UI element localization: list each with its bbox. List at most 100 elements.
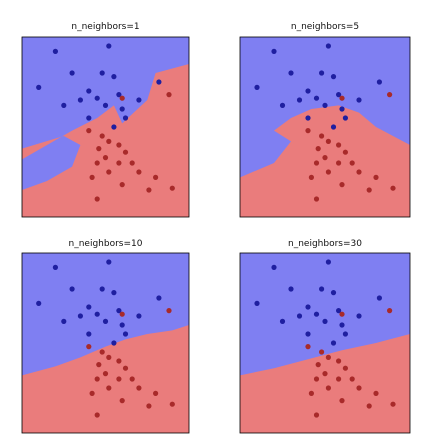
panel-4-region-b bbox=[240, 334, 410, 433]
data-point-class-b bbox=[96, 362, 102, 368]
data-point-class-b bbox=[342, 365, 348, 371]
data-point-class-a bbox=[305, 304, 311, 310]
data-point-class-b bbox=[325, 169, 331, 175]
panel-2-points bbox=[254, 43, 396, 202]
data-point-class-a bbox=[136, 97, 142, 103]
data-point-class-a bbox=[52, 264, 59, 270]
data-point-class-a bbox=[111, 290, 117, 296]
data-point-class-b bbox=[325, 385, 331, 391]
data-point-class-a bbox=[52, 48, 59, 55]
data-point-class-b bbox=[94, 412, 100, 418]
data-point-class-b bbox=[339, 398, 345, 404]
panel-1-points bbox=[36, 43, 175, 202]
data-point-class-b bbox=[356, 385, 362, 391]
data-point-class-b bbox=[373, 390, 379, 396]
data-point-class-a bbox=[330, 340, 337, 346]
data-point-class-b bbox=[94, 160, 100, 166]
data-point-class-a bbox=[111, 74, 117, 80]
panel-3-points bbox=[36, 259, 175, 418]
data-point-class-a bbox=[119, 106, 125, 112]
data-point-class-b bbox=[122, 149, 129, 155]
data-point-class-b bbox=[387, 308, 393, 314]
data-point-class-b bbox=[336, 376, 342, 382]
data-point-class-b bbox=[116, 142, 122, 148]
data-point-class-b bbox=[349, 376, 355, 382]
data-point-class-a bbox=[122, 331, 129, 337]
data-point-class-b bbox=[313, 412, 320, 418]
data-point-class-b bbox=[390, 401, 396, 407]
data-point-class-b bbox=[387, 92, 393, 98]
data-point-class-a bbox=[119, 322, 125, 328]
data-point-class-b bbox=[89, 174, 95, 180]
data-point-class-b bbox=[356, 169, 362, 175]
data-point-class-b bbox=[94, 196, 100, 202]
data-point-class-b bbox=[146, 187, 152, 193]
data-point-class-a bbox=[61, 102, 67, 108]
panel-4-title: n_neighbors=30 bbox=[288, 239, 362, 249]
data-point-class-b bbox=[129, 160, 135, 166]
data-point-class-b bbox=[119, 95, 125, 101]
data-point-class-b bbox=[119, 311, 125, 317]
data-point-class-b bbox=[153, 390, 159, 396]
data-point-class-b bbox=[325, 138, 331, 144]
data-point-class-a bbox=[342, 331, 348, 337]
data-point-class-b bbox=[313, 376, 320, 382]
data-point-class-b bbox=[106, 354, 112, 360]
data-point-class-b bbox=[313, 196, 320, 202]
data-point-class-b bbox=[305, 344, 311, 350]
data-point-class-a bbox=[342, 115, 348, 121]
data-point-class-a bbox=[69, 70, 75, 76]
data-point-class-b bbox=[136, 169, 142, 175]
data-point-class-a bbox=[322, 102, 328, 108]
data-point-class-b bbox=[122, 365, 129, 371]
data-point-class-a bbox=[305, 115, 311, 121]
data-point-class-a bbox=[325, 43, 331, 49]
data-point-class-a bbox=[61, 318, 67, 324]
data-point-class-a bbox=[94, 311, 100, 317]
data-point-class-a bbox=[271, 48, 277, 55]
data-point-class-b bbox=[319, 349, 325, 355]
panel-2: n_neighbors=5 bbox=[239, 22, 411, 218]
data-point-class-b bbox=[106, 169, 112, 175]
data-point-class-b bbox=[86, 344, 92, 350]
data-point-class-a bbox=[356, 313, 362, 319]
data-point-class-b bbox=[116, 160, 122, 166]
data-point-class-a bbox=[86, 115, 92, 121]
data-point-class-b bbox=[169, 401, 175, 407]
data-point-class-a bbox=[86, 331, 92, 337]
data-point-class-b bbox=[166, 308, 172, 314]
data-point-class-a bbox=[296, 97, 303, 103]
data-point-class-b bbox=[119, 398, 125, 404]
data-point-class-b bbox=[96, 146, 102, 152]
panel-2-title: n_neighbors=5 bbox=[291, 22, 359, 32]
panel-4-points bbox=[254, 259, 396, 418]
data-point-class-a bbox=[356, 97, 362, 103]
data-point-class-b bbox=[349, 160, 355, 166]
data-point-class-b bbox=[308, 390, 314, 396]
data-point-class-a bbox=[36, 84, 42, 90]
data-point-class-a bbox=[339, 322, 345, 328]
data-point-class-b bbox=[322, 371, 328, 377]
data-point-class-b bbox=[86, 128, 92, 134]
data-point-class-a bbox=[296, 313, 303, 319]
data-point-class-a bbox=[319, 286, 325, 292]
panel-4-frame bbox=[239, 252, 411, 434]
data-point-class-a bbox=[305, 331, 311, 337]
panel-3: n_neighbors=10 bbox=[21, 239, 190, 434]
data-point-class-b bbox=[99, 349, 105, 355]
panel-3-frame bbox=[21, 252, 190, 434]
data-point-class-a bbox=[156, 295, 162, 301]
data-point-class-b bbox=[366, 187, 372, 193]
data-point-class-a bbox=[279, 102, 286, 108]
data-point-class-a bbox=[116, 92, 122, 98]
data-point-class-b bbox=[94, 376, 100, 382]
data-point-class-b bbox=[390, 185, 396, 191]
data-point-class-b bbox=[99, 133, 105, 139]
data-point-class-b bbox=[339, 182, 345, 188]
data-point-class-b bbox=[116, 376, 122, 382]
data-point-class-b bbox=[305, 128, 311, 134]
data-point-class-a bbox=[69, 286, 75, 292]
data-point-class-a bbox=[106, 43, 112, 49]
data-point-class-b bbox=[339, 311, 345, 317]
data-point-class-a bbox=[86, 304, 92, 310]
